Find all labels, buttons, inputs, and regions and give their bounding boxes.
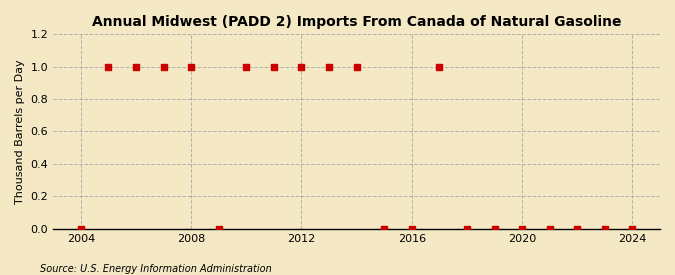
Point xyxy=(434,65,445,69)
Point xyxy=(599,226,610,231)
Point xyxy=(379,226,389,231)
Point xyxy=(296,65,307,69)
Point xyxy=(462,226,472,231)
Title: Annual Midwest (PADD 2) Imports From Canada of Natural Gasoline: Annual Midwest (PADD 2) Imports From Can… xyxy=(92,15,621,29)
Point xyxy=(241,65,252,69)
Point xyxy=(103,65,113,69)
Point xyxy=(76,226,86,231)
Point xyxy=(516,226,527,231)
Text: Source: U.S. Energy Information Administration: Source: U.S. Energy Information Administ… xyxy=(40,264,272,274)
Point xyxy=(406,226,417,231)
Point xyxy=(572,226,583,231)
Point xyxy=(627,226,638,231)
Point xyxy=(269,65,279,69)
Point xyxy=(351,65,362,69)
Point xyxy=(323,65,334,69)
Point xyxy=(186,65,196,69)
Point xyxy=(130,65,141,69)
Y-axis label: Thousand Barrels per Day: Thousand Barrels per Day xyxy=(15,59,25,204)
Point xyxy=(544,226,555,231)
Point xyxy=(213,226,224,231)
Point xyxy=(489,226,500,231)
Point xyxy=(158,65,169,69)
